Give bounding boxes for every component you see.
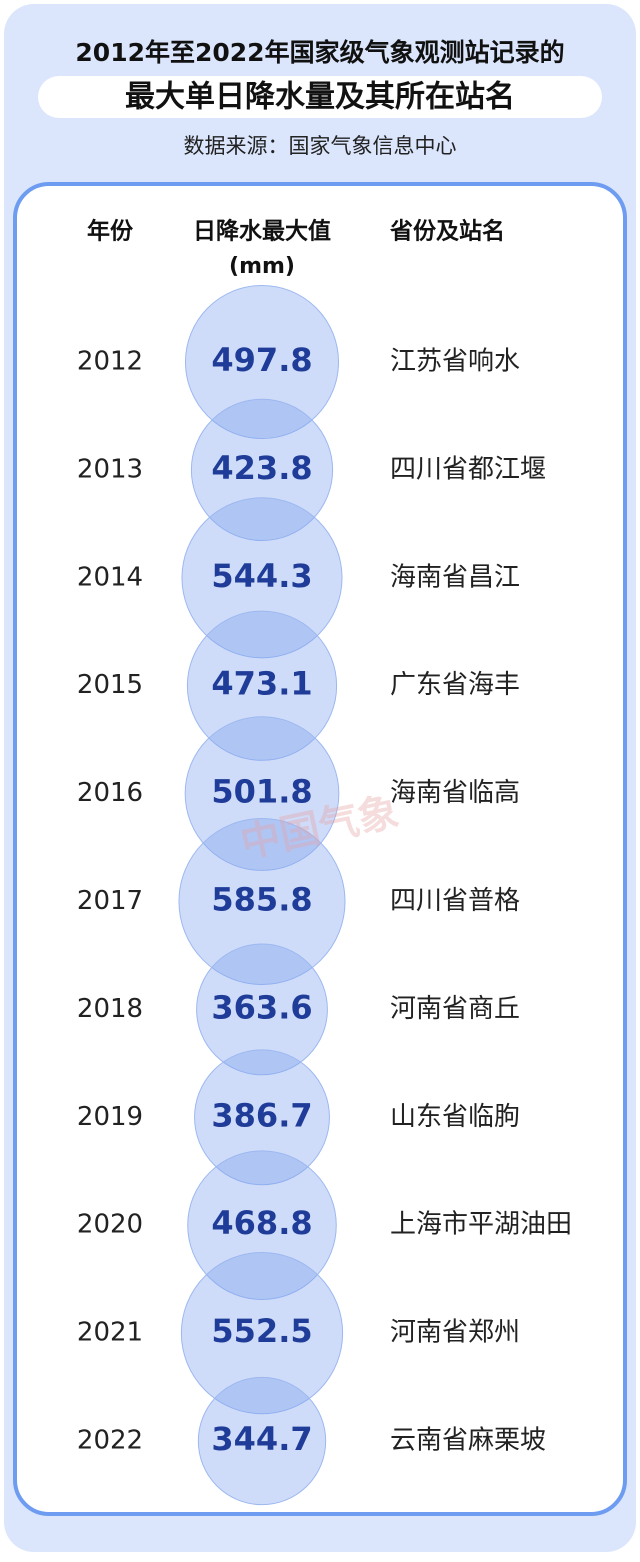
label-layer: 2012 497.8 江苏省响水 2013 423.8 四川省都江堰 2014 544.3 海南… [77, 341, 572, 1458]
year-label: 2022 [77, 1426, 143, 1456]
year-label: 2016 [77, 778, 143, 808]
bubble [190, 398, 334, 542]
station-label: 海南省临高 [390, 778, 520, 808]
title-line: 最大单日降水量及其所在站名 [125, 80, 515, 115]
year-label: 2013 [77, 454, 143, 484]
year-label: 2012 [77, 347, 143, 377]
value-label: 386.7 [211, 1096, 312, 1134]
value-label: 585.8 [211, 881, 312, 919]
station-label: 广东省海丰 [390, 670, 520, 700]
bubble [180, 1251, 344, 1415]
year-label: 2014 [77, 562, 143, 592]
station-label: 河南省郑州 [390, 1318, 520, 1348]
station-label: 云南省麻栗坡 [390, 1426, 546, 1456]
value-label: 497.8 [211, 341, 312, 379]
bubble [184, 284, 340, 440]
value-label: 423.8 [211, 449, 312, 487]
bubble [196, 943, 328, 1076]
station-label: 山东省临朐 [390, 1102, 520, 1132]
value-label: 468.8 [211, 1204, 312, 1242]
station-label: 上海市平湖油田 [390, 1210, 572, 1240]
bubble [181, 497, 343, 659]
year-label: 2019 [77, 1102, 143, 1132]
source: 数据来源：国家气象信息中心 [184, 134, 457, 158]
year-label: 2021 [77, 1318, 143, 1348]
year-label: 2017 [77, 886, 143, 916]
value-label: 473.1 [211, 665, 312, 703]
bubble [194, 1049, 330, 1186]
column-header: 年份 [87, 218, 134, 245]
station-label: 河南省商丘 [390, 994, 520, 1024]
bubble-layer [178, 284, 346, 1506]
year-label: 2015 [77, 670, 143, 700]
year-label: 2020 [77, 1210, 143, 1240]
station-label: 四川省都江堰 [390, 454, 546, 484]
bubble [187, 1150, 337, 1300]
column-header: 省份及站名 [389, 218, 505, 245]
title-line: 2012年至2022年国家级气象观测站记录的 [75, 38, 564, 67]
column-unit: (mm) [229, 254, 295, 279]
bubble [197, 1376, 327, 1506]
value-label: 552.5 [211, 1312, 312, 1350]
station-label: 四川省普格 [390, 886, 520, 916]
value-label: 363.6 [211, 988, 312, 1026]
card [13, 182, 627, 1516]
bubble [184, 716, 340, 871]
value-label: 544.3 [211, 557, 312, 595]
station-label: 江苏省响水 [390, 347, 520, 377]
value-label: 501.8 [211, 773, 312, 811]
bubble [178, 817, 346, 986]
bubble [186, 610, 338, 761]
value-label: 344.7 [211, 1420, 312, 1458]
station-label: 海南省昌江 [390, 562, 520, 592]
year-label: 2018 [77, 994, 143, 1024]
title-pill [38, 76, 602, 118]
column-header: 日降水最大值 [193, 218, 331, 245]
